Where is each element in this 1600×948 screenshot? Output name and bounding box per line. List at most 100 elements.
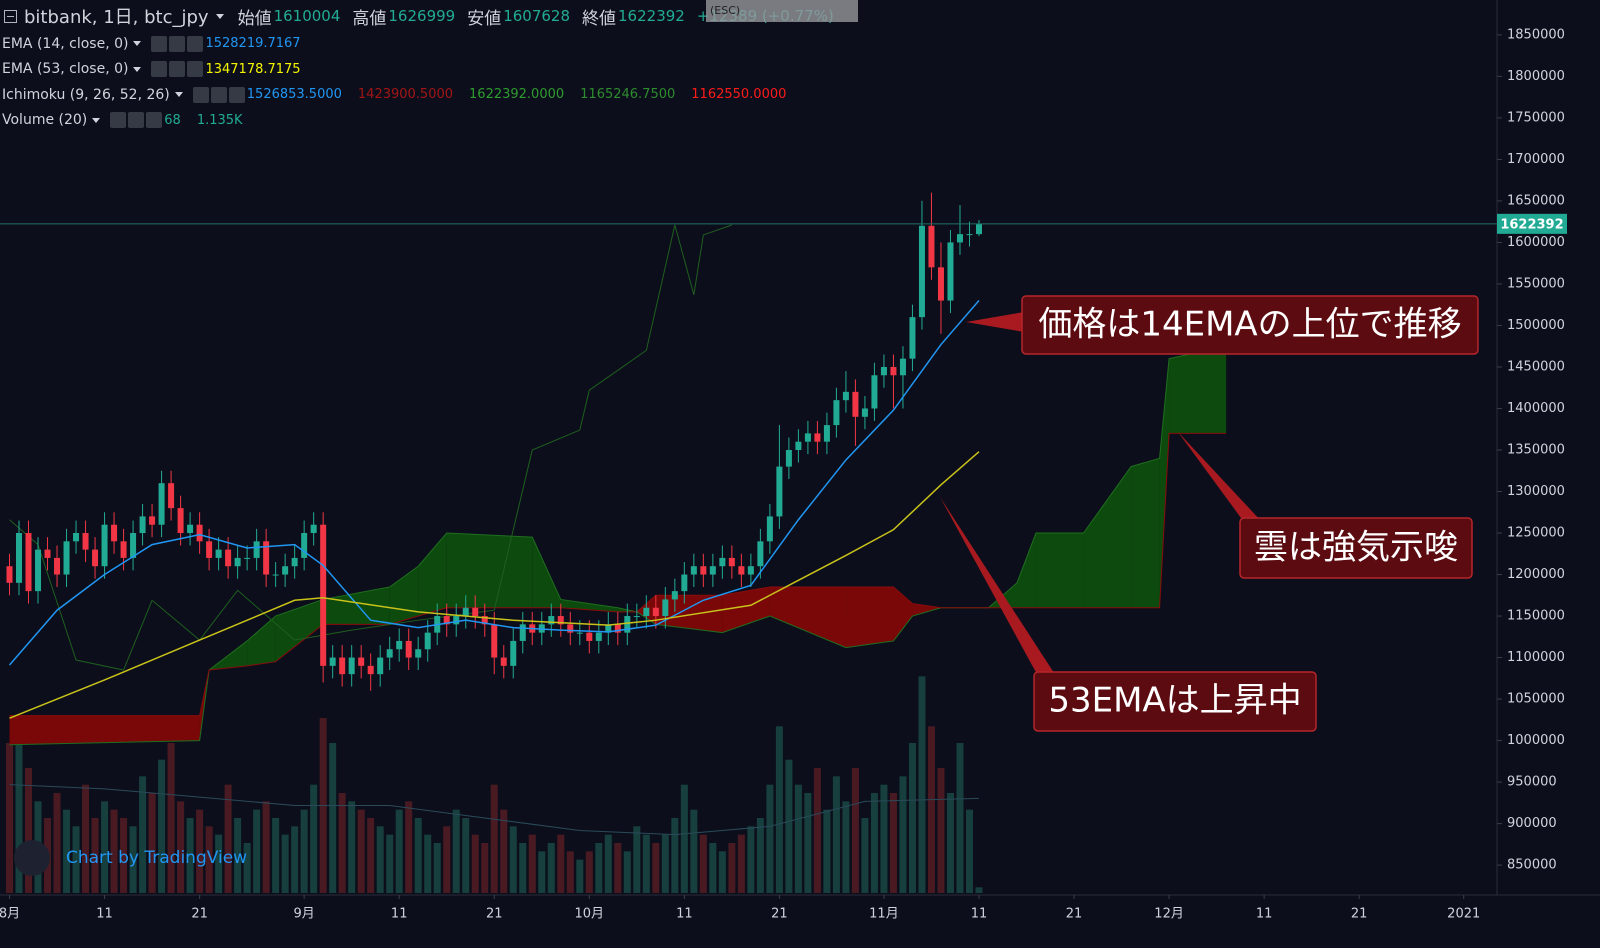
legend-button[interactable] xyxy=(151,35,168,52)
volume-bar xyxy=(614,843,622,893)
legend-button[interactable] xyxy=(110,112,127,129)
y-tick-label: 1700000 xyxy=(1507,152,1565,167)
legend-name[interactable]: Ichimoku (9, 26, 52, 26) xyxy=(2,86,170,103)
volume-bar xyxy=(547,843,555,893)
ohlc-label: 始値 xyxy=(237,8,272,29)
volume-bar xyxy=(557,834,565,893)
cloud-segment xyxy=(845,586,894,648)
volume-bar xyxy=(310,784,318,893)
ema-line xyxy=(8,300,980,666)
volume-bar xyxy=(395,809,403,893)
esc-hint[interactable]: (ESC) xyxy=(706,0,858,22)
candle-body xyxy=(918,225,925,318)
candle-body xyxy=(25,533,32,592)
callout-pointer xyxy=(966,312,1024,332)
x-tick-label: 12月 xyxy=(1154,907,1184,922)
candle-body xyxy=(975,223,982,235)
candle-body xyxy=(101,524,108,567)
y-tick-label: 1600000 xyxy=(1507,235,1565,250)
legend-button[interactable] xyxy=(146,112,163,129)
candle-body xyxy=(215,549,222,558)
volume-bar xyxy=(139,776,147,893)
legend-button[interactable] xyxy=(128,112,145,129)
candle-body xyxy=(63,541,70,575)
x-tick-label: 11 xyxy=(971,907,988,922)
candle-body xyxy=(500,657,507,666)
legend-button[interactable] xyxy=(192,86,209,103)
candle-body xyxy=(595,632,602,641)
legend-button[interactable] xyxy=(169,61,186,78)
legend-name[interactable]: EMA (14, close, 0) xyxy=(2,35,129,52)
legend-button[interactable] xyxy=(187,61,204,78)
caret[interactable] xyxy=(215,13,224,19)
callout-box xyxy=(1239,517,1473,579)
candle-body xyxy=(16,533,23,583)
candle-body xyxy=(272,574,279,576)
candle-body xyxy=(576,632,583,634)
x-tick-label: 21 xyxy=(191,907,208,922)
candle-body xyxy=(709,566,716,575)
y-tick-label: 1800000 xyxy=(1507,69,1565,84)
candle-body xyxy=(719,557,726,567)
legend-button[interactable] xyxy=(187,35,204,52)
candle-body xyxy=(263,541,270,575)
volume-bar xyxy=(53,793,61,893)
legend-button[interactable] xyxy=(210,86,227,103)
candle-body xyxy=(671,591,678,600)
legend-value: 68 xyxy=(164,112,181,128)
volume-bar xyxy=(728,843,736,893)
candle-body xyxy=(899,358,906,376)
legend-value: 1528219.7167 xyxy=(205,36,301,52)
candle-body xyxy=(196,524,203,542)
volume-bar xyxy=(490,784,498,893)
volume-bar xyxy=(785,759,793,893)
volume-bar xyxy=(481,843,489,893)
collapse-icon[interactable] xyxy=(4,9,17,23)
x-tick-label: 11 xyxy=(676,907,693,922)
volume-bar xyxy=(101,801,109,893)
volume-layer xyxy=(6,676,983,893)
candle-body xyxy=(766,516,773,542)
ohlc-label: 高値 xyxy=(352,8,387,29)
volume-bar xyxy=(291,826,299,893)
x-tick-label: 11月 xyxy=(869,907,899,922)
volume-bar xyxy=(177,801,185,893)
cloud-segment xyxy=(893,586,913,641)
y-tick-label: 1300000 xyxy=(1507,484,1565,499)
candle-body xyxy=(842,391,849,401)
legend-button[interactable] xyxy=(169,35,186,52)
symbol-title[interactable]: bitbank, 1日, btc_jpy xyxy=(24,7,209,28)
watermark[interactable]: Chart by TradingView xyxy=(14,840,247,876)
volume-bar xyxy=(300,809,308,893)
cloud-segment xyxy=(1159,358,1170,608)
candle-body xyxy=(852,391,859,417)
legend-name[interactable]: Volume (20) xyxy=(2,112,88,129)
volume-bar xyxy=(15,726,23,893)
candle-body xyxy=(757,541,764,567)
candle-body xyxy=(35,549,42,592)
legend-button[interactable] xyxy=(228,86,245,103)
candle-body xyxy=(339,657,346,675)
candle-body xyxy=(947,242,954,301)
candle-body xyxy=(880,366,887,376)
volume-bar xyxy=(262,801,270,893)
legend-name[interactable]: EMA (53, close, 0) xyxy=(2,61,129,78)
x-tick-label: 21 xyxy=(771,907,788,922)
volume-bar xyxy=(167,743,175,893)
volume-bar xyxy=(671,818,679,893)
candle-body xyxy=(187,524,194,534)
candle-body xyxy=(614,624,621,633)
volume-bar xyxy=(899,776,907,893)
volume-bar xyxy=(471,834,479,893)
volume-bar xyxy=(861,818,869,893)
watermark-text[interactable]: Chart by TradingView xyxy=(66,848,248,868)
line-layer xyxy=(0,223,1497,719)
volume-bar xyxy=(6,743,14,893)
candle-body xyxy=(833,400,840,426)
candle-body xyxy=(652,607,659,617)
volume-bar xyxy=(661,834,669,893)
legend-button[interactable] xyxy=(151,61,168,78)
volume-bar xyxy=(927,726,935,893)
volume-ma xyxy=(9,784,980,836)
y-tick-label: 1350000 xyxy=(1507,442,1565,457)
